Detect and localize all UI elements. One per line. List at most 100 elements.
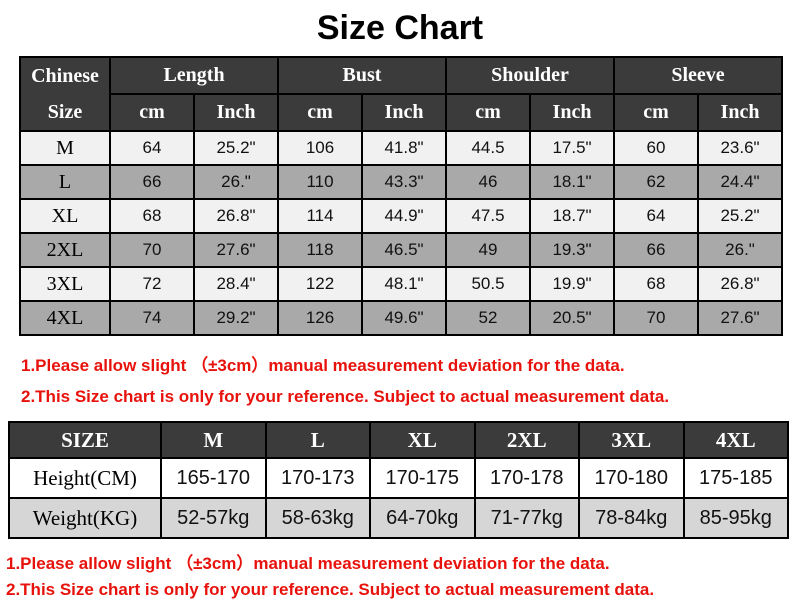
corner-header-line-1: Chinese	[31, 65, 99, 87]
size-measurement-table: Chinese Size Length Bust Shoulder Sleeve…	[19, 56, 783, 336]
header-cell: 4XL	[682, 421, 789, 459]
header-cell: M	[160, 421, 267, 459]
table-cell: 175-185	[682, 457, 789, 499]
unit-header-cell: cm	[277, 93, 363, 132]
table-cell: 18.7"	[529, 198, 615, 234]
size-label-cell: L	[19, 164, 111, 200]
header-cell: L	[264, 421, 371, 459]
unit-header-cell: Inch	[529, 93, 615, 132]
table-row-4xl: 4XL 74 29.2" 126 49.6" 52 20.5" 70 27.6"	[19, 300, 783, 336]
size-label-cell: 2XL	[19, 232, 111, 268]
unit-header-cell: cm	[109, 93, 195, 132]
table-cell: 27.6"	[193, 232, 279, 268]
header-cell: 3XL	[578, 421, 685, 459]
note-line-1: 1.Please allow slight （±3cm）manual measu…	[6, 554, 610, 573]
size-label-cell: 4XL	[19, 300, 111, 336]
table-cell: 64	[613, 198, 699, 234]
unit-header-cell: cm	[445, 93, 531, 132]
row-label-cell: Height(CM)	[8, 457, 162, 499]
table-cell: 17.5"	[529, 130, 615, 166]
table-cell: 50.5	[445, 266, 531, 302]
header-cell: 2XL	[473, 421, 580, 459]
notes-bottom: 1.Please allow slight （±3cm）manual measu…	[6, 549, 654, 606]
height-weight-table: SIZE M L XL 2XL 3XL 4XL Height(CM) 165-1…	[8, 421, 789, 539]
table-cell: 49.6"	[361, 300, 447, 336]
table-cell: 114	[277, 198, 363, 234]
table-cell: 25.2"	[193, 130, 279, 166]
table-row-xl: XL 68 26.8" 114 44.9" 47.5 18.7" 64 25.2…	[19, 198, 783, 234]
header-row: SIZE M L XL 2XL 3XL 4XL	[8, 421, 789, 459]
note-line-1: 1.Please allow slight （±3cm）manual measu…	[21, 356, 625, 375]
table-cell: 122	[277, 266, 363, 302]
table-row-weight: Weight(KG) 52-57kg 58-63kg 64-70kg 71-77…	[8, 497, 789, 539]
table-cell: 26."	[193, 164, 279, 200]
table-cell: 74	[109, 300, 195, 336]
table-cell: 106	[277, 130, 363, 166]
table-cell: 72	[109, 266, 195, 302]
unit-header-cell: cm	[613, 93, 699, 132]
table-cell: 70	[613, 300, 699, 336]
table-cell: 29.2"	[193, 300, 279, 336]
page-title: Size Chart	[316, 9, 484, 47]
table-row-2xl: 2XL 70 27.6" 118 46.5" 49 19.3" 66 26."	[19, 232, 783, 268]
table-cell: 26.8"	[193, 198, 279, 234]
unit-header-cell: Inch	[697, 93, 783, 132]
table-cell: 44.9"	[361, 198, 447, 234]
table-cell: 19.9"	[529, 266, 615, 302]
table-cell: 18.1"	[529, 164, 615, 200]
table-cell: 23.6"	[697, 130, 783, 166]
table-row-m: M 64 25.2" 106 41.8" 44.5 17.5" 60 23.6"	[19, 130, 783, 166]
group-header-row: Chinese Size Length Bust Shoulder Sleeve	[19, 56, 783, 132]
table-cell: 41.8"	[361, 130, 447, 166]
table-cell: 44.5	[445, 130, 531, 166]
group-header-bust: Bust	[277, 56, 447, 95]
corner-header-cell: Chinese Size	[19, 56, 111, 132]
table-cell: 49	[445, 232, 531, 268]
table-cell: 71-77kg	[473, 497, 580, 539]
table-row-l: L 66 26." 110 43.3" 46 18.1" 62 24.4"	[19, 164, 783, 200]
table-cell: 165-170	[160, 457, 267, 499]
notes-top: 1.Please allow slight （±3cm）manual measu…	[21, 351, 669, 418]
table-cell: 43.3"	[361, 164, 447, 200]
table-cell: 66	[109, 164, 195, 200]
table-cell: 68	[109, 198, 195, 234]
table-cell: 20.5"	[529, 300, 615, 336]
table-cell: 85-95kg	[682, 497, 789, 539]
table-cell: 64	[109, 130, 195, 166]
table-cell: 126	[277, 300, 363, 336]
table-cell: 46.5"	[361, 232, 447, 268]
table-cell: 19.3"	[529, 232, 615, 268]
group-header-sleeve: Sleeve	[613, 56, 783, 95]
size-label-cell: 3XL	[19, 266, 111, 302]
corner-header-line-2: Size	[47, 101, 83, 123]
table-cell: 52	[445, 300, 531, 336]
header-cell-size: SIZE	[8, 421, 162, 459]
group-header-length: Length	[109, 56, 279, 95]
table-cell: 28.4"	[193, 266, 279, 302]
table-cell: 52-57kg	[160, 497, 267, 539]
table-cell: 48.1"	[361, 266, 447, 302]
unit-header-cell: Inch	[193, 93, 279, 132]
table-cell: 60	[613, 130, 699, 166]
table-cell: 78-84kg	[578, 497, 685, 539]
table-cell: 27.6"	[697, 300, 783, 336]
table-cell: 70	[109, 232, 195, 268]
table-cell: 170-178	[473, 457, 580, 499]
table-cell: 68	[613, 266, 699, 302]
size-label-cell: M	[19, 130, 111, 166]
table-cell: 62	[613, 164, 699, 200]
header-cell: XL	[369, 421, 476, 459]
unit-header-row: cm Inch cm Inch cm Inch cm Inch	[20, 93, 783, 132]
table-cell: 58-63kg	[264, 497, 371, 539]
table-cell: 64-70kg	[369, 497, 476, 539]
table-cell: 46	[445, 164, 531, 200]
table-cell: 24.4"	[697, 164, 783, 200]
table-cell: 47.5	[445, 198, 531, 234]
size-label-cell: XL	[19, 198, 111, 234]
table-cell: 170-173	[264, 457, 371, 499]
unit-header-cell: Inch	[361, 93, 447, 132]
table-cell: 118	[277, 232, 363, 268]
table-cell: 26."	[697, 232, 783, 268]
group-header-shoulder: Shoulder	[445, 56, 615, 95]
table-cell: 66	[613, 232, 699, 268]
